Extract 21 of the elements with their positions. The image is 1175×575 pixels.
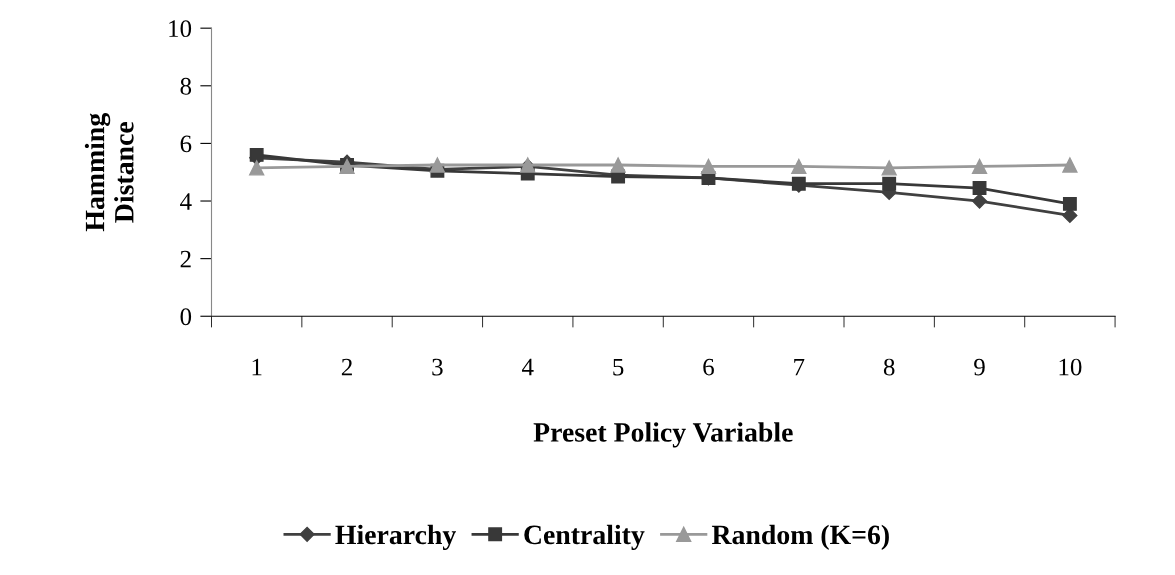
x-tick-label: 8 [883, 358, 895, 376]
legend-label: Centrality [524, 524, 645, 550]
legend-label: Hierarchy [335, 524, 456, 550]
x-tick-label: 7 [794, 358, 805, 376]
legend-label: Random (K=6) [711, 524, 889, 550]
y-axis-title: Hamming Distance [84, 113, 134, 232]
y-tick-label: 6 [180, 135, 192, 153]
x-axis-title: Preset Policy Variable [533, 422, 793, 448]
x-tick-label: 10 [1059, 358, 1082, 376]
x-tick-label: 2 [341, 358, 352, 376]
x-tick-label: 1 [252, 358, 262, 376]
y-tick-label: 0 [180, 308, 192, 326]
x-tick-label: 4 [521, 358, 534, 376]
x-tick-label: 3 [432, 358, 443, 376]
y-tick-label: 10 [169, 20, 192, 38]
y-tick-label: 2 [180, 250, 191, 268]
x-tick-label: 5 [613, 358, 624, 376]
y-tick-label: 4 [180, 193, 192, 210]
y-tick-label: 8 [180, 77, 192, 95]
x-tick-label: 9 [974, 358, 985, 376]
x-tick-label: 6 [703, 358, 714, 376]
